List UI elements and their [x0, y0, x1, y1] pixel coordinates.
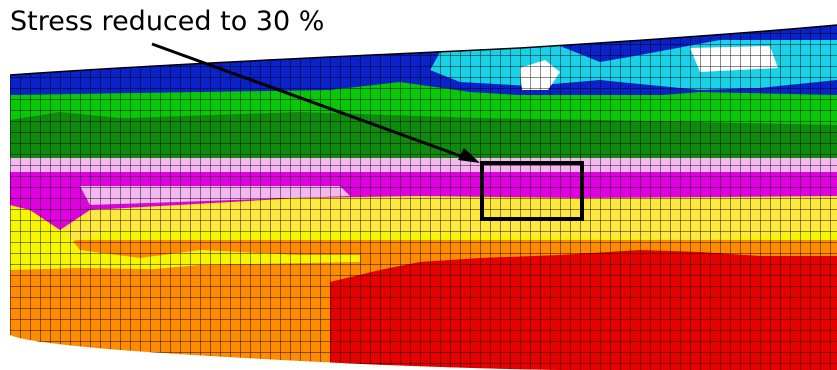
body-outline [9, 24, 837, 76]
annotation-label: Stress reduced to 30 % [10, 6, 325, 37]
highlight-box [480, 161, 584, 221]
annotation-arrow [151, 42, 467, 160]
annotation-arrowhead [458, 148, 480, 163]
